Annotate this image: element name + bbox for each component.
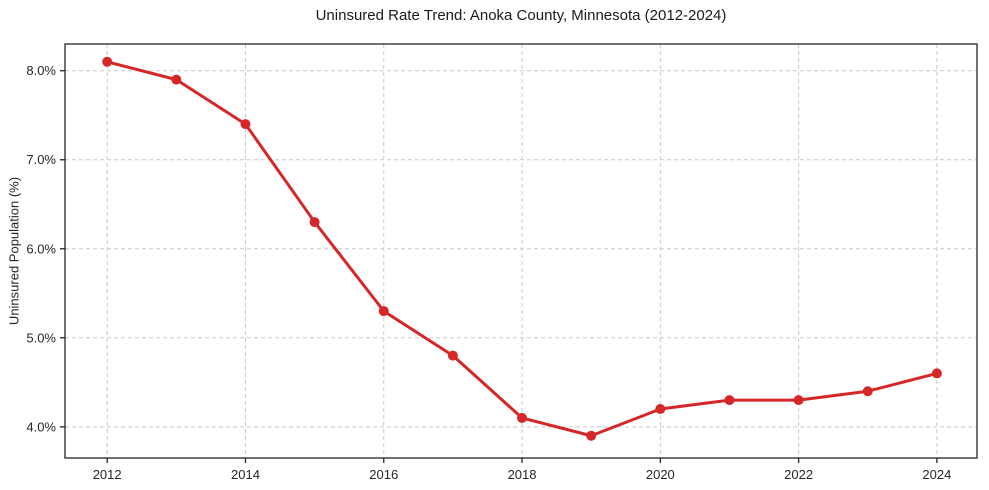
x-tick-label: 2012 [93,467,122,482]
data-point [586,430,597,441]
data-point [102,56,113,67]
data-point [862,386,873,397]
data-point [378,306,389,317]
chart-title: Uninsured Rate Trend: Anoka County, Minn… [315,7,727,24]
plot-border [64,43,978,459]
data-point [724,395,735,406]
data-point [517,412,528,423]
y-tick-label: 6.0% [26,241,56,256]
data-point [240,119,251,130]
data-point [171,74,182,85]
x-tick-label: 2020 [646,467,675,482]
y-tick-label: 8.0% [26,63,56,78]
x-tick-label: 2014 [231,467,260,482]
x-tick-label: 2016 [369,467,398,482]
x-tick-label: 2024 [922,467,951,482]
x-tick-label: 2022 [784,467,813,482]
x-tick-label: 2018 [508,467,537,482]
data-point [793,395,804,406]
data-point [655,404,666,415]
y-tick-label: 7.0% [26,152,56,167]
y-tick-label: 4.0% [26,419,56,434]
y-tick-label: 5.0% [26,330,56,345]
data-point [447,350,458,361]
data-point [309,217,320,228]
data-point [931,368,942,379]
